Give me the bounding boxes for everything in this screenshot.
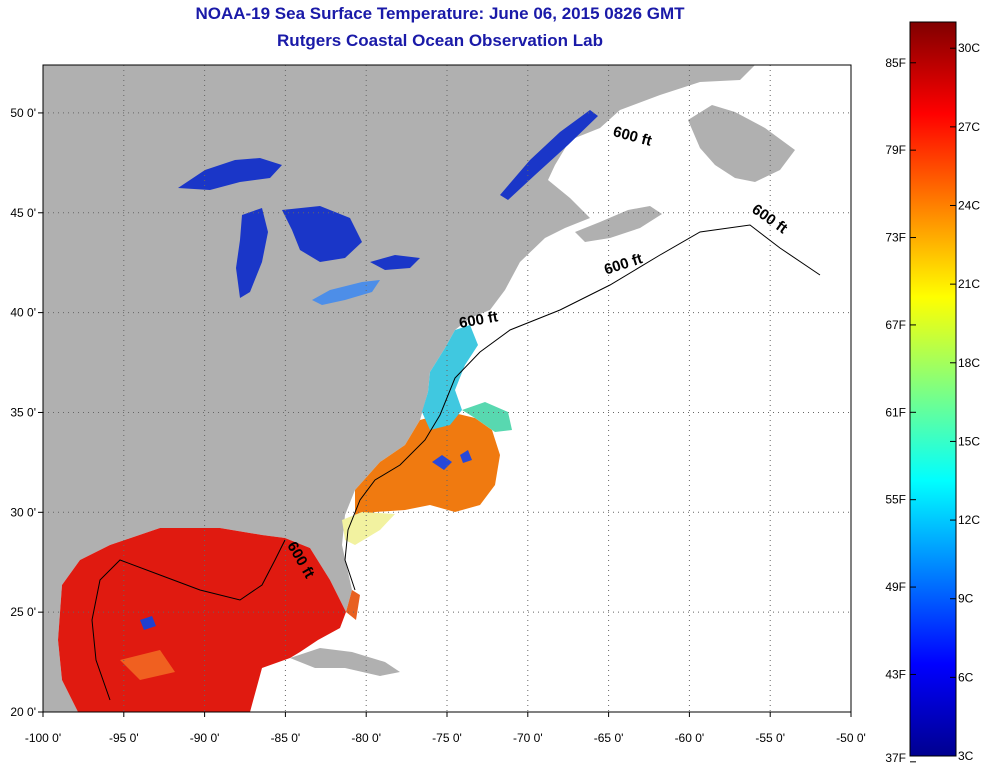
longitude-ticks: -100 0' -95 0' -90 0' -85 0' -80 0' -75 0' -70… bbox=[25, 712, 866, 745]
lon-tick-label: -55 0' bbox=[755, 731, 785, 745]
colorbar-f-label: 79F bbox=[885, 143, 906, 157]
gulf-stream-sst bbox=[355, 412, 500, 520]
lon-tick-label: -75 0' bbox=[432, 731, 462, 745]
colorbar-f-label: 49F bbox=[885, 580, 906, 594]
colorbar-f-label: 61F bbox=[885, 405, 906, 419]
newfoundland-land bbox=[688, 105, 795, 182]
lat-tick-label: 25 0' bbox=[10, 605, 36, 619]
lat-tick-label: 45 0' bbox=[10, 206, 36, 220]
colorbar-c-label: 3C bbox=[958, 749, 974, 763]
lat-tick-label: 20 0' bbox=[10, 705, 36, 719]
lat-tick-label: 30 0' bbox=[10, 505, 36, 519]
colorbar-c-label: 24C bbox=[958, 199, 980, 213]
contour-label-600ft: 600 ft bbox=[458, 308, 500, 332]
lake-erie bbox=[312, 280, 380, 305]
lake-huron bbox=[282, 206, 362, 262]
lake-michigan bbox=[236, 208, 268, 298]
gulf-cool-patch bbox=[140, 616, 156, 630]
lon-tick-label: -80 0' bbox=[351, 731, 381, 745]
lon-tick-label: -100 0' bbox=[25, 731, 61, 745]
lon-tick-label: -65 0' bbox=[594, 731, 624, 745]
lat-tick-label: 40 0' bbox=[10, 306, 36, 320]
colorbar-c-label: 9C bbox=[958, 592, 974, 606]
colorbar-gradient bbox=[909, 21, 957, 757]
south-atlantic-shelf bbox=[342, 512, 395, 545]
colorbar-celsius-labels: 30C 27C 24C 21C 18C 15C 12C 9C 6C 3C bbox=[950, 41, 980, 763]
shelf-cool-water bbox=[422, 325, 478, 430]
lon-tick-label: -95 0' bbox=[109, 731, 139, 745]
map-subtitle: Rutgers Coastal Ocean Observation Lab bbox=[277, 31, 603, 50]
colorbar-f-label: 73F bbox=[885, 231, 906, 245]
st-lawrence-river bbox=[500, 110, 598, 200]
colorbar-c-label: 18C bbox=[958, 356, 980, 370]
lake-ontario bbox=[370, 255, 420, 270]
colorbar-c-label: 27C bbox=[958, 120, 980, 134]
colorbar-f-label: 55F bbox=[885, 493, 906, 507]
nova-scotia-land bbox=[575, 206, 662, 242]
lat-tick-label: 35 0' bbox=[10, 405, 36, 419]
lat-tick-label: 50 0' bbox=[10, 106, 36, 120]
cuba-land bbox=[290, 648, 400, 676]
colorbar-c-label: 6C bbox=[958, 670, 974, 684]
latitude-ticks: 20 0' 25 0' 30 0' 35 0' 40 0' 45 0' 50 0' bbox=[10, 106, 43, 719]
lon-tick-label: -85 0' bbox=[271, 731, 301, 745]
lake-superior bbox=[178, 158, 282, 190]
colorbar-c-label: 30C bbox=[958, 41, 980, 55]
lon-tick-label: -60 0' bbox=[675, 731, 705, 745]
temperature-colorbar: 85F 79F 73F 67F 61F 55F 49F 43F 37F 30C 27C 24C 21C… bbox=[885, 21, 980, 765]
colorbar-f-label: 85F bbox=[885, 56, 906, 70]
colorbar-f-label: 67F bbox=[885, 318, 906, 332]
colorbar-f-label: 37F bbox=[885, 751, 906, 765]
colorbar-c-label: 21C bbox=[958, 277, 980, 291]
gulf-warm-patch bbox=[120, 650, 175, 680]
outer-shelf-water bbox=[462, 402, 512, 432]
isobath-600ft-line bbox=[344, 224, 821, 591]
north-america-land bbox=[43, 65, 755, 712]
colorbar-c-label: 12C bbox=[958, 513, 980, 527]
lon-tick-label: -70 0' bbox=[513, 731, 543, 745]
colorbar-fahrenheit-labels: 85F 79F 73F 67F 61F 55F 49F 43F 37F bbox=[885, 56, 916, 765]
carolina-cool-spots bbox=[432, 450, 472, 470]
colorbar-c-label: 15C bbox=[958, 434, 980, 448]
lon-tick-label: -50 0' bbox=[836, 731, 866, 745]
florida-east-warm bbox=[346, 590, 360, 620]
colorbar-f-label: 43F bbox=[885, 667, 906, 681]
isobath-600ft-gulf bbox=[91, 539, 286, 701]
map-title: NOAA-19 Sea Surface Temperature: June 06… bbox=[195, 4, 685, 23]
lon-tick-label: -90 0' bbox=[190, 731, 220, 745]
